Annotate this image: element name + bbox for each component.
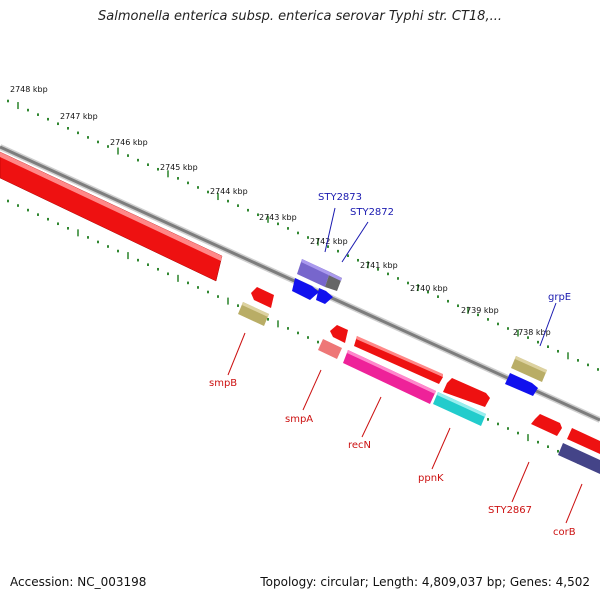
- blue-arrow-feature[interactable]: [292, 278, 319, 300]
- cyan-highlight: [437, 392, 486, 417]
- grpe-feature[interactable]: [511, 356, 547, 382]
- magenta-highlight: [347, 350, 436, 394]
- large-feature-highlight: [0, 152, 222, 261]
- ppnk-leader: [431, 427, 451, 470]
- scale-label: 2739 kbp: [461, 306, 499, 315]
- smpb-olive-feature[interactable]: [238, 302, 269, 326]
- gene-label-ppnk[interactable]: ppnK: [418, 473, 444, 484]
- sty2873-leader: [324, 207, 336, 253]
- gene-label-smpa[interactable]: smpA: [285, 414, 313, 425]
- gene-label-grpe[interactable]: grpE: [548, 292, 571, 303]
- grpe-blue-arrow-feature[interactable]: [505, 373, 538, 396]
- scale-label: 2744 kbp: [210, 187, 248, 196]
- gene-label-corb[interactable]: corB: [553, 527, 576, 538]
- recn-highlight: [356, 336, 443, 377]
- grpe-highlight: [515, 356, 547, 373]
- recn-feature[interactable]: [354, 336, 443, 384]
- smpb-leader: [227, 332, 246, 376]
- accession-text: Accession: NC_003198: [10, 575, 147, 589]
- scale-label: 2748 kbp: [10, 85, 48, 94]
- scale-label: 2738 kbp: [513, 328, 551, 337]
- cyan-feature[interactable]: [433, 392, 486, 426]
- corb-feature[interactable]: [567, 428, 600, 454]
- scale-label: 2743 kbp: [259, 213, 297, 222]
- scale-label: 2746 kbp: [110, 138, 148, 147]
- sty2867-leader: [511, 461, 530, 503]
- corb-leader: [565, 483, 583, 524]
- sty2873-feature[interactable]: [297, 259, 330, 287]
- smpa-pink-feature[interactable]: [318, 339, 342, 359]
- smpa-leader: [302, 369, 322, 411]
- gene-label-sty2867[interactable]: STY2867: [488, 505, 532, 516]
- blue-arrow-feature[interactable]: [316, 288, 333, 304]
- navy-feature[interactable]: [558, 443, 600, 474]
- scale-label: 2741 kbp: [360, 261, 398, 270]
- ppnk-feature[interactable]: [443, 378, 490, 407]
- scale-label: 2745 kbp: [160, 163, 198, 172]
- sty2872-leader: [341, 221, 369, 263]
- large-feature[interactable]: [0, 151, 223, 282]
- gene-label-recn[interactable]: recN: [348, 440, 371, 451]
- scale-label: 2742 kbp: [310, 237, 348, 246]
- grpe-leader: [539, 302, 557, 347]
- magenta-feature[interactable]: [343, 350, 436, 404]
- topology-text: Topology: circular; Length: 4,809,037 bp…: [260, 575, 590, 589]
- map-title: Salmonella enterica subsp. enterica sero…: [98, 9, 502, 24]
- gene-label-sty2872[interactable]: STY2872: [350, 207, 394, 218]
- sty2873-highlight: [301, 259, 342, 281]
- recn-leader: [361, 396, 382, 438]
- gene-label-sty2873[interactable]: STY2873: [318, 192, 362, 203]
- smpa-arrow-feature[interactable]: [330, 325, 348, 343]
- sty2867-feature[interactable]: [531, 414, 562, 436]
- scale-label: 2740 kbp: [410, 284, 448, 293]
- smpb-olive-highlight: [242, 302, 269, 317]
- smpb-arrow-feature[interactable]: [251, 287, 274, 308]
- gene-label-smpb[interactable]: smpB: [209, 378, 237, 389]
- scale-label: 2747 kbp: [60, 112, 98, 121]
